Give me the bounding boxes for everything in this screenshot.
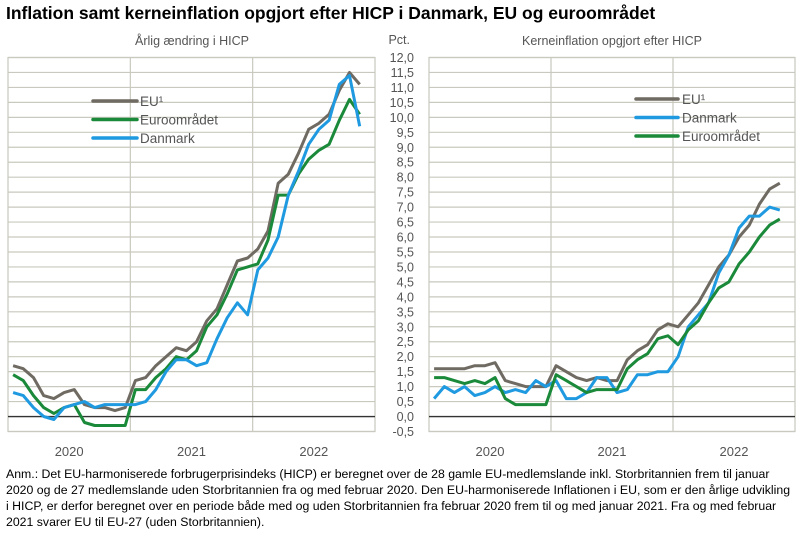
- y-tick-label: 2,5: [397, 335, 414, 349]
- y-tick-label: 8,5: [397, 156, 414, 170]
- y-unit-label: Pct.: [388, 33, 410, 47]
- x-tick-label: 2022: [720, 444, 749, 459]
- y-tick-label: 11,5: [391, 66, 414, 80]
- y-tick-label: 4,0: [397, 290, 414, 304]
- y-tick-label: 12,0: [390, 51, 414, 65]
- plot-frame: [7, 56, 376, 433]
- legend-label: EU¹: [682, 92, 706, 107]
- legend-label: EU¹: [140, 94, 164, 109]
- y-tick-label: 1,5: [397, 365, 414, 379]
- plot-frame: [428, 56, 796, 433]
- legend-label: Euroområdet: [140, 113, 218, 128]
- x-tick-label: 2020: [55, 444, 84, 459]
- y-tick-label: 7,5: [397, 186, 414, 200]
- y-tick-label: 0,5: [397, 395, 414, 409]
- figure-title: Inflation samt kerneinflation opgjort ef…: [6, 3, 656, 23]
- footnote: Anm.: Det EU-harmoniserede forbrugerpris…: [6, 467, 791, 529]
- y-tick-label: 6,5: [397, 216, 414, 230]
- y-tick-label: -0,5: [392, 425, 414, 439]
- chart-subtitle: Kerneinflation opgjort efter HICP: [522, 34, 702, 48]
- legend-label: Euroområdet: [682, 129, 760, 144]
- y-tick-label: 3,0: [397, 320, 414, 334]
- x-tick-label: 2022: [299, 444, 328, 459]
- x-tick-label: 2021: [177, 444, 206, 459]
- y-tick-label: 10,0: [390, 111, 414, 125]
- y-tick-label: 8,0: [397, 171, 414, 185]
- y-tick-label: 4,5: [397, 275, 414, 289]
- y-tick-label: 0,0: [397, 410, 414, 424]
- y-tick-label: 11,0: [391, 81, 414, 95]
- chart-panel-1: Årlig ændring i HICP 2020 2021 2022 EU¹ Euroo…: [7, 33, 376, 459]
- chart-subtitle: Årlig ændring i HICP: [135, 33, 249, 48]
- y-tick-label: 5,0: [397, 260, 414, 274]
- y-tick-label: 9,5: [397, 126, 414, 140]
- y-tick-label: 3,5: [397, 305, 414, 319]
- series-line-eu: [434, 181, 781, 389]
- legend-label: Danmark: [682, 111, 737, 126]
- y-tick-label: 7,0: [397, 201, 414, 215]
- legend-label: Danmark: [140, 131, 195, 146]
- series-line-eu: [12, 71, 361, 413]
- y-tick-label: 1,0: [397, 380, 414, 394]
- x-tick-label: 2021: [598, 444, 627, 459]
- series-line-danmark: [12, 74, 362, 421]
- y-tick-label: 9,0: [397, 141, 414, 155]
- charts-area: Årlig ændring i HICP 2020 2021 2022 EU¹ Euroo…: [7, 33, 796, 459]
- x-tick-label: 2020: [476, 444, 505, 459]
- y-tick-label: 6,0: [397, 231, 414, 245]
- y-tick-label: 10,5: [390, 96, 414, 110]
- chart-panel-2: Kerneinflation opgjort efter HICP 2020 202…: [428, 34, 796, 459]
- y-tick-label: 5,5: [397, 245, 414, 259]
- y-tick-label: 2,0: [397, 350, 414, 364]
- series-line-danmark: [432, 205, 781, 401]
- series-line-euroomrdet: [434, 217, 781, 407]
